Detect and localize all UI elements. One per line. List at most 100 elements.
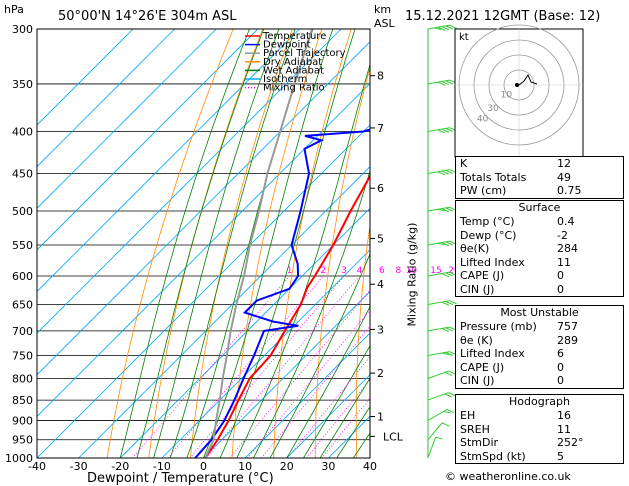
dry-adiabat-line: [355, 222, 370, 458]
wet-adiabat-line: [203, 29, 334, 458]
surface-row: θe(K) 284: [460, 242, 578, 255]
chart-profiles: [194, 29, 370, 458]
hodograph-row: EH 16: [460, 409, 571, 422]
isotherm-line: [244, 332, 370, 458]
isotherm-line: [37, 29, 342, 334]
location-label: 50°00'N 14°26'E 304m ASL: [58, 9, 237, 24]
legend-label: Parcel Trajectory: [263, 48, 346, 59]
km-tick-label: 2: [377, 367, 384, 380]
wind-barb-flag: [441, 273, 450, 278]
surface-row: Dewp (°C) -2: [460, 228, 568, 242]
mixing-ratio-line: [306, 378, 370, 458]
pressure-tick-label: 500: [12, 205, 33, 218]
wind-barb-flag: [441, 170, 450, 175]
hpa-label: hPa: [4, 3, 24, 16]
wind-barb-flag: [441, 26, 450, 31]
dry-adiabat-line: [148, 29, 264, 458]
mixing-ratio-line: [286, 356, 370, 458]
pressure-tick-label: 850: [12, 394, 33, 407]
temp-tick-label: 10: [238, 460, 252, 473]
wind-barb-flag: [445, 169, 453, 174]
pressure-tick-label: 400: [12, 126, 33, 139]
isotherm-line: [37, 41, 370, 376]
wind-barb-staff: [427, 422, 443, 441]
wind-barb-flag: [441, 81, 450, 86]
copyright: © weatheronline.co.uk: [445, 470, 571, 483]
temp-tick-label: 20: [280, 460, 294, 473]
isotherm-line: [203, 290, 370, 458]
wind-barb-flag: [441, 422, 450, 427]
series-line-dewpoint: [194, 128, 370, 458]
mixing-ratio-line: [131, 275, 290, 458]
hodograph-trace: [518, 73, 538, 86]
hodograph-ring-label: 30: [487, 104, 499, 114]
chart-axes: 3003504004505005506006507007508008509009…: [5, 23, 474, 473]
mixing-ratio-label: 8: [395, 266, 401, 276]
pressure-tick-label: 600: [12, 270, 33, 283]
index-row-tt: Totals Totals 49: [460, 170, 571, 184]
surface-row: Lifted Index 11: [460, 255, 571, 269]
hodograph-ring-label: 40: [477, 114, 489, 124]
hodograph-table-title: Hodograph: [509, 395, 570, 408]
temp-tick-label: -40: [28, 460, 46, 473]
most-unstable-table: Most Unstable Pressure (mb) 757 θe (K) 289…: [455, 305, 624, 389]
wet-adiabat-line: [319, 377, 370, 458]
series-line-temperature: [204, 174, 370, 458]
wind-barb-flag: [443, 410, 451, 414]
wind-barb-flag: [441, 208, 450, 213]
most-unstable-row: θe (K) 289: [460, 333, 578, 347]
pressure-tick-label: 700: [12, 325, 33, 338]
km-tick-label: 1: [377, 410, 384, 423]
wind-barb-staff: [427, 437, 436, 459]
dry-adiabat-line: [231, 29, 323, 458]
wind-barb-flag: [445, 80, 453, 85]
indices-table: K 12 Totals Totals 49 PW (cm) 0.75: [455, 156, 624, 199]
isotherm-line: [37, 29, 134, 126]
temp-tick-label: -30: [70, 460, 88, 473]
mixing-ratio-axis-label: Mixing Ratio (g/kg): [405, 222, 419, 327]
temp-tick-label: 0: [200, 460, 207, 473]
wet-adiabat-line: [253, 169, 370, 458]
temp-tick-label: 30: [321, 460, 335, 473]
wind-barb-flag: [445, 25, 453, 30]
plot-frame: [36, 28, 371, 459]
wind-barbs: [427, 24, 457, 459]
wind-barb-flag: [448, 392, 456, 397]
index-row-k: K 12: [460, 157, 571, 170]
mixing-ratio-label: 6: [379, 266, 385, 276]
hodograph-table: Hodograph EH 16 SREH 11 StmDir 252° StmSpd …: [455, 394, 624, 464]
wet-adiabat-line: [136, 29, 265, 458]
dry-adiabat-line: [314, 66, 370, 458]
isotherm-line: [37, 29, 300, 293]
hodograph-ring-label: 10: [501, 91, 513, 101]
pressure-tick-label: 650: [12, 299, 33, 312]
wet-adiabat-line: [303, 345, 370, 458]
mixing-ratio-label: 20: [448, 266, 460, 276]
isotherm-line: [286, 374, 370, 458]
wet-adiabat-line: [336, 406, 370, 458]
km-label: km: [374, 3, 392, 16]
legend-label: Wet Adiabat: [263, 65, 324, 76]
pressure-tick-label: 900: [12, 414, 33, 427]
chart-grid: [37, 29, 370, 458]
wind-barb-flag: [437, 208, 446, 212]
isotherm-line: [78, 166, 370, 458]
mixing-ratio-label: 1: [287, 266, 293, 276]
wind-barb-flag: [445, 241, 453, 246]
wet-adiabat-line: [219, 29, 356, 458]
surface-row: CAPE (J) 0: [460, 269, 564, 282]
most-unstable-row: CAPE (J) 0: [460, 360, 564, 374]
datetime-label: 15.12.2021 12GMT (Base: 12): [405, 9, 601, 24]
hodograph-row: StmSpd (kt) 5: [460, 449, 564, 463]
isotherm-line: [37, 29, 259, 251]
wind-barb-flag: [445, 300, 453, 306]
lcl-label: LCL: [383, 430, 404, 443]
hodograph-kt-label: kt: [459, 32, 469, 43]
isotherm-line: [37, 29, 175, 168]
surface-row: CIN (J) 0: [460, 282, 564, 296]
hodograph-row: StmDir 252°: [460, 436, 584, 449]
wet-adiabat-line: [119, 29, 250, 458]
